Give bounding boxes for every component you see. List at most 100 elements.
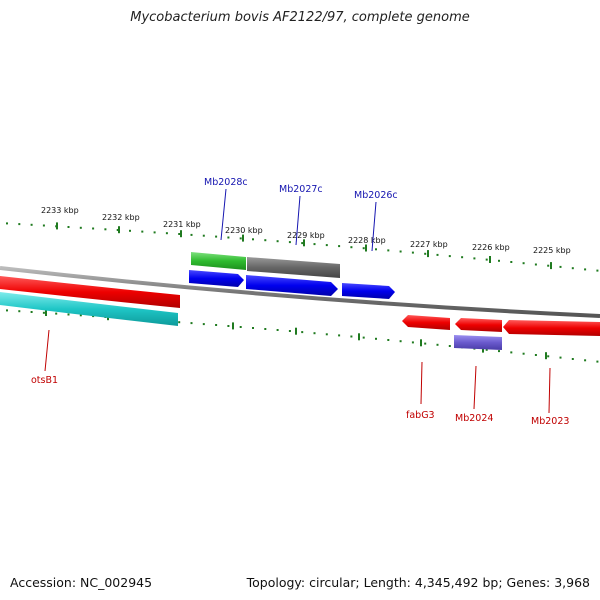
tick-dot: [18, 310, 21, 313]
gene-arrow-Mb2028c[interactable]: [189, 270, 244, 287]
tick-dot: [104, 228, 107, 231]
tick-dot: [30, 311, 33, 313]
gene-label-Mb2028c[interactable]: Mb2028c: [204, 177, 248, 188]
tick-dot: [42, 224, 45, 227]
tick-dot: [387, 249, 390, 252]
tick-major: [232, 322, 234, 330]
tick-dot: [276, 329, 279, 331]
tick-dot: [571, 358, 574, 360]
scale-label-2230: 2230 kbp: [225, 226, 263, 235]
scale-label-2233: 2233 kbp: [41, 206, 79, 215]
leader-otsB1: [44, 329, 50, 372]
tick-dot: [338, 334, 341, 337]
tick-dot: [301, 242, 304, 245]
scale-label-2229: 2229 kbp: [287, 231, 325, 240]
tick-dot: [448, 255, 451, 258]
tick-dot: [350, 335, 353, 338]
tick-major: [295, 327, 297, 335]
gene-label-otsB1[interactable]: otsB1: [31, 375, 58, 386]
feature-gray[interactable]: [247, 257, 340, 278]
genome-backbone: [0, 266, 600, 318]
tick-dot: [313, 332, 316, 335]
tick-dot: [6, 309, 8, 312]
tick-dot: [18, 223, 21, 226]
tick-dot: [436, 343, 439, 346]
inner-tick-track: [6, 309, 599, 363]
tick-major: [365, 244, 367, 252]
gene-arrow-Mb2026c[interactable]: [342, 283, 395, 299]
tick-major: [180, 230, 182, 238]
tick-dot: [411, 341, 414, 344]
tick-dot: [30, 223, 33, 226]
gene-arrow-Mb2024[interactable]: [455, 318, 502, 332]
gene-label-Mb2026c[interactable]: Mb2026c: [354, 190, 398, 201]
tick-dot: [288, 330, 291, 332]
scale-label-2226: 2226 kbp: [472, 243, 510, 252]
tick-major: [118, 226, 120, 234]
gene-arrow-Mb2027c[interactable]: [246, 275, 338, 296]
scale-label-2232: 2232 kbp: [102, 213, 140, 222]
tick-dot: [153, 231, 156, 234]
tick-dot: [584, 268, 587, 271]
tick-dot: [215, 324, 218, 326]
gene-band-otsB1-cyan[interactable]: [0, 292, 178, 326]
gene-arrow-Mb2023[interactable]: [503, 320, 600, 336]
tick-dot: [202, 234, 205, 237]
gene-arrow-fabG3[interactable]: [402, 315, 450, 330]
tick-dot: [42, 311, 45, 314]
tick-major: [303, 239, 305, 247]
gene-band-otsB1-red[interactable]: [0, 276, 180, 308]
topology-summary: Topology: circular; Length: 4,345,492 bp…: [246, 575, 590, 590]
tick-dot: [239, 237, 242, 240]
tick-dot: [547, 355, 550, 358]
gene-label-Mb2023[interactable]: Mb2023: [531, 416, 569, 427]
tick-dot: [387, 339, 390, 341]
gene-label-Mb2027c[interactable]: Mb2027c: [279, 184, 323, 195]
tick-major: [420, 339, 422, 347]
tick-dot: [239, 326, 242, 328]
tick-dot: [522, 352, 525, 355]
tick-dot: [215, 235, 218, 238]
tick-dot: [141, 230, 144, 233]
tick-major: [545, 352, 547, 360]
tick-dot: [498, 259, 500, 262]
tick-dot: [178, 321, 181, 324]
tick-dot: [264, 328, 267, 330]
tick-dot: [362, 336, 365, 339]
scale-label-2231: 2231 kbp: [163, 220, 201, 229]
tick-major: [45, 309, 47, 316]
tick-dot: [276, 240, 279, 243]
gene-label-Mb2024[interactable]: Mb2024: [455, 413, 493, 424]
gene-label-fabG3[interactable]: fabG3: [406, 410, 435, 421]
tick-dot: [288, 241, 291, 244]
leader-Mb2023: [548, 367, 551, 414]
tick-dot: [252, 238, 254, 241]
feature-green[interactable]: [191, 252, 246, 270]
tick-dot: [534, 263, 537, 266]
tick-dot: [325, 244, 328, 247]
tick-dot: [202, 323, 205, 326]
scale-label-2225: 2225 kbp: [533, 246, 571, 255]
tick-dot: [547, 264, 550, 267]
tick-dot: [559, 265, 562, 268]
tick-dot: [448, 345, 451, 347]
accession-text: Accession: NC_002945: [10, 575, 153, 590]
tick-dot: [67, 226, 70, 228]
tick-dot: [116, 229, 119, 231]
tick-major: [242, 234, 244, 242]
tick-dot: [313, 243, 316, 246]
tick-dot: [534, 354, 537, 356]
scale-label-2227: 2227 kbp: [410, 240, 448, 249]
tick-dot: [301, 331, 304, 334]
tick-dot: [510, 261, 513, 263]
tick-dot: [375, 248, 377, 251]
tick-dot: [362, 247, 365, 250]
scale-label-2228: 2228 kbp: [348, 236, 386, 245]
tick-dot: [67, 313, 70, 316]
leader-Mb2026c: [371, 201, 377, 252]
feature-purple[interactable]: [454, 335, 502, 350]
tick-dot: [473, 257, 476, 260]
tick-dot: [571, 267, 574, 270]
tick-dot: [485, 348, 488, 351]
